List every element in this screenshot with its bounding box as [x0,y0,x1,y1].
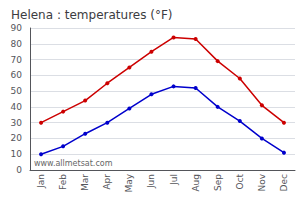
svg-text:0: 0 [16,165,22,175]
svg-text:Jul: Jul [169,174,179,186]
svg-text:Aug: Aug [191,174,201,192]
svg-text:Dec: Dec [279,174,289,191]
svg-text:Feb: Feb [58,174,68,190]
svg-text:30: 30 [11,118,23,128]
svg-text:Jan: Jan [36,174,46,189]
svg-text:Apr: Apr [102,174,112,190]
svg-text:Mar: Mar [80,174,90,191]
svg-text:www.allmetsat.com: www.allmetsat.com [34,159,113,168]
svg-text:80: 80 [11,39,23,49]
svg-text:Sep: Sep [213,174,223,191]
svg-text:10: 10 [11,149,23,159]
svg-text:20: 20 [11,133,23,143]
svg-text:70: 70 [11,55,23,65]
svg-text:Oct: Oct [235,174,245,190]
svg-text:60: 60 [11,70,23,80]
svg-text:May: May [124,173,134,192]
svg-text:Jun: Jun [146,174,156,189]
svg-text:50: 50 [11,86,23,96]
svg-text:40: 40 [11,102,23,112]
svg-text:90: 90 [11,23,23,33]
svg-text:Nov: Nov [257,173,267,191]
svg-text:Helena : temperatures (°F): Helena : temperatures (°F) [11,8,173,22]
